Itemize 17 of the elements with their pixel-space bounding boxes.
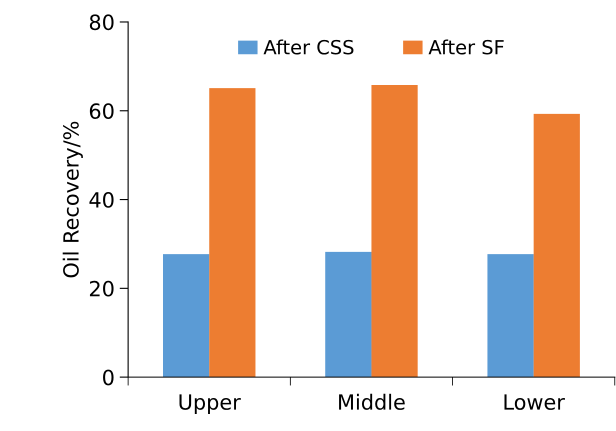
bar [325, 252, 372, 378]
legend-label: After SF [428, 39, 504, 55]
bar [209, 88, 256, 378]
x-tick-label: Upper [180, 394, 241, 414]
y-axis-title: Oil Recovery/% [62, 122, 83, 278]
bar [534, 114, 580, 378]
y-tick-label: 40 [89, 192, 114, 208]
bar [371, 85, 418, 378]
bar [487, 254, 534, 378]
legend-label: After CSS [264, 39, 354, 55]
bar [163, 254, 210, 378]
x-tick-label: Lower [504, 394, 565, 410]
y-tick-label: 80 [90, 14, 114, 30]
y-tick-label: 20 [90, 280, 114, 297]
y-tick-label: 0 [103, 370, 114, 386]
y-tick-label: 60 [90, 103, 114, 119]
x-tick-label: Middle [339, 394, 405, 410]
